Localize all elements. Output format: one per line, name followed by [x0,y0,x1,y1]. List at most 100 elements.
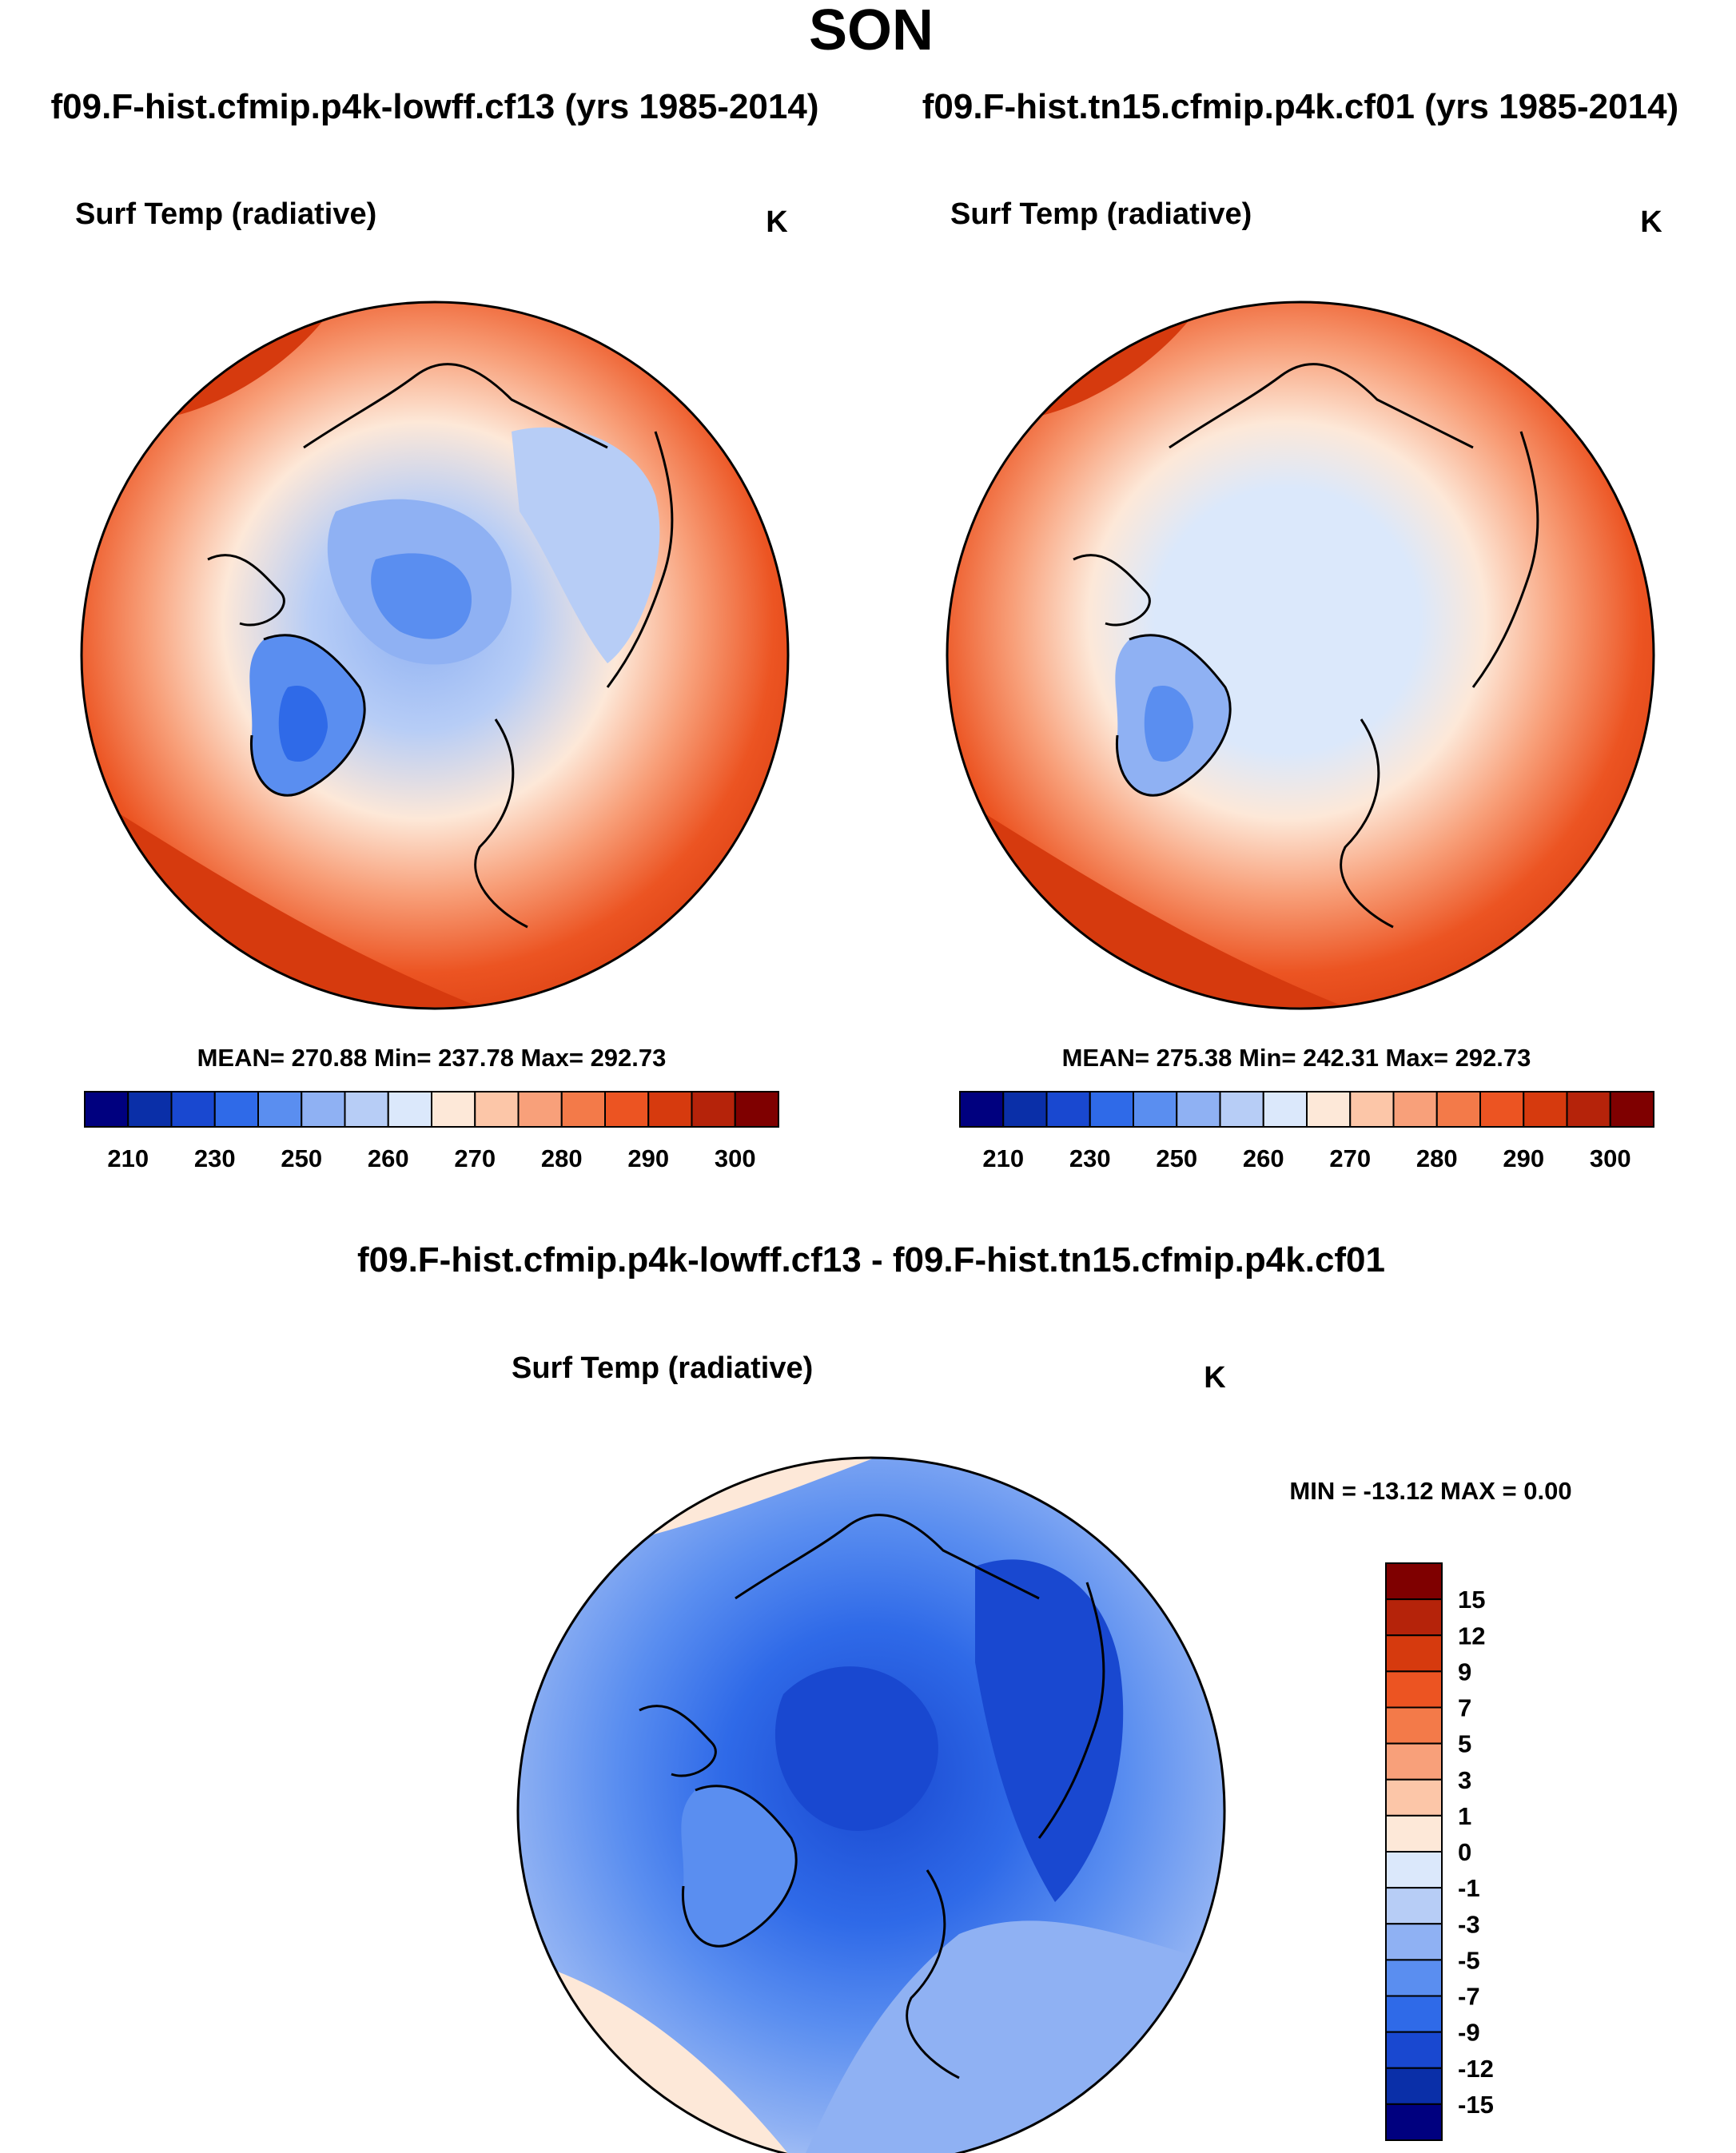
diff-colorbar-swatch [1385,1634,1443,1673]
diff-colorbar-swatch [1385,1851,1443,1889]
left-colorbar-swatch [734,1091,779,1128]
diff-colorbar-tick-label: -9 [1458,2019,1480,2047]
right-colorbar-swatch [1262,1091,1308,1128]
diff-colorbar-tick-label: 0 [1458,1838,1471,1866]
right-colorbar-swatch [1089,1091,1134,1128]
left-colorbar-swatch [604,1091,650,1128]
left-colorbar-tick-label: 260 [368,1144,409,1172]
diff-colorbar-swatch [1385,1959,1443,1997]
left-colorbar: 210 230 250 260 270 280 290 300 [84,1091,779,1172]
diff-colorbar-tick-label: 5 [1458,1730,1471,1758]
right-colorbar-tick-label: 290 [1503,1144,1544,1172]
right-map-boundary [946,300,1655,1010]
diff-colorbar-tick-label: 3 [1458,1766,1471,1794]
diff-colorbar-tick-label: -12 [1458,2055,1494,2083]
diff-colorbar: 15 12 9 7 5 3 1 0 -1 -3 -5 -7 -9 -12 -15 [1385,1562,1494,2141]
left-colorbar-swatch [691,1091,736,1128]
left-colorbar-tick-label: 280 [541,1144,583,1172]
left-colorbar-swatch [344,1091,389,1128]
right-units: K [1640,205,1662,239]
diff-colorbar-tick-label: 7 [1458,1694,1471,1722]
diff-panel: f09.F-hist.cfmip.p4k-lowff.cf13 - f09.F-… [357,1240,1572,2153]
left-colorbar-swatch [560,1091,606,1128]
right-colorbar-tick-label: 280 [1416,1144,1458,1172]
right-stats: MEAN= 275.38 Min= 242.31 Max= 292.73 [1062,1044,1531,1072]
left-colorbar-tick-label: 290 [627,1144,669,1172]
diff-colorbar-swatch [1385,2031,1443,2069]
diff-colorbar-tick-label: -7 [1458,1983,1480,2011]
diff-colorbar-swatch [1385,1706,1443,1745]
diff-colorbar-tick-label: 12 [1458,1622,1485,1650]
left-colorbar-swatch [517,1091,563,1128]
right-colorbar-tick-label: 210 [982,1144,1024,1172]
left-colorbar-swatch [647,1091,693,1128]
right-colorbar-swatch [959,1091,1005,1128]
diff-colorbar-tick-label: -15 [1458,2091,1494,2119]
left-variable-title: Surf Temp (radiative) [75,197,376,231]
right-colorbar-swatch [1176,1091,1221,1128]
diff-colorbar-swatch [1385,1742,1443,1781]
diff-stats: MIN = -13.12 MAX = 0.00 [1289,1477,1571,1505]
diff-colorbar-swatch [1385,1814,1443,1853]
left-colorbar-swatch [431,1091,476,1128]
diff-case-label: f09.F-hist.cfmip.p4k-lowff.cf13 - f09.F-… [357,1240,1385,1279]
right-colorbar-swatch [1435,1091,1481,1128]
right-colorbar-swatch [1045,1091,1091,1128]
right-panel: Surf Temp (radiative) K MEAN= 275.38 Min… [946,197,1662,1172]
diff-colorbar-swatch [1385,1778,1443,1817]
diff-map-field [518,1458,1224,2153]
diff-colorbar-swatch [1385,1562,1443,1601]
left-colorbar-swatch [301,1091,346,1128]
right-colorbar-swatch [1479,1091,1525,1128]
right-colorbar-tick-label: 230 [1069,1144,1111,1172]
diff-colorbar-tick-label: 15 [1458,1586,1485,1614]
diff-colorbar-swatch [1385,1598,1443,1637]
diff-colorbar-tick-label: -1 [1458,1874,1480,1902]
diff-colorbar-swatch [1385,2103,1443,2141]
left-case-label: f09.F-hist.cfmip.p4k-lowff.cf13 (yrs 198… [51,87,819,126]
right-variable-title: Surf Temp (radiative) [950,197,1252,231]
right-colorbar-tick-label: 300 [1590,1144,1631,1172]
right-colorbar-swatch [1306,1091,1352,1128]
diff-units: K [1204,1361,1226,1395]
left-colorbar-tick-label: 300 [715,1144,756,1172]
diff-colorbar-swatch [1385,2067,1443,2105]
diff-colorbar-tick-label: -3 [1458,1910,1480,1938]
left-units: K [766,205,788,239]
diff-colorbar-swatch [1385,1923,1443,1961]
left-colorbar-swatch [474,1091,520,1128]
right-colorbar-tick-label: 270 [1329,1144,1371,1172]
right-colorbar-swatch [1133,1091,1178,1128]
left-colorbar-swatch [213,1091,259,1128]
right-colorbar-swatch [1566,1091,1611,1128]
left-colorbar-swatch [257,1091,303,1128]
left-colorbar-tick-label: 210 [107,1144,149,1172]
right-colorbar-swatch [1219,1091,1264,1128]
left-map-boundary [80,300,790,1010]
right-colorbar-tick-label: 250 [1156,1144,1197,1172]
left-colorbar-swatch [170,1091,216,1128]
diff-colorbar-tick-label: 1 [1458,1802,1471,1830]
right-colorbar-swatch [1523,1091,1568,1128]
right-colorbar: 210 230 250 260 270 280 290 300 [959,1091,1654,1172]
diff-colorbar-tick-label: 9 [1458,1658,1471,1685]
diff-colorbar-swatch [1385,1995,1443,2033]
left-colorbar-tick-label: 270 [454,1144,496,1172]
left-stats: MEAN= 270.88 Min= 237.78 Max= 292.73 [197,1044,667,1072]
right-colorbar-swatch [1392,1091,1438,1128]
right-colorbar-tick-label: 260 [1243,1144,1284,1172]
diff-colorbar-tick-label: -5 [1458,1946,1480,1974]
diff-colorbar-swatch [1385,1887,1443,1925]
left-colorbar-swatch [387,1091,432,1128]
diff-map-boundary [516,1456,1226,2153]
left-colorbar-tick-label: 250 [281,1144,322,1172]
left-panel: Surf Temp (radiative) K MEAN= 270.88 Min… [75,197,790,1172]
right-case-label: f09.F-hist.tn15.cfmip.p4k.cf01 (yrs 1985… [922,87,1678,126]
left-colorbar-swatch [127,1091,173,1128]
right-colorbar-swatch [1609,1091,1654,1128]
diff-colorbar-swatch [1385,1670,1443,1709]
left-colorbar-swatch [84,1091,129,1128]
left-colorbar-tick-label: 230 [194,1144,236,1172]
diff-variable-title: Surf Temp (radiative) [512,1351,813,1385]
